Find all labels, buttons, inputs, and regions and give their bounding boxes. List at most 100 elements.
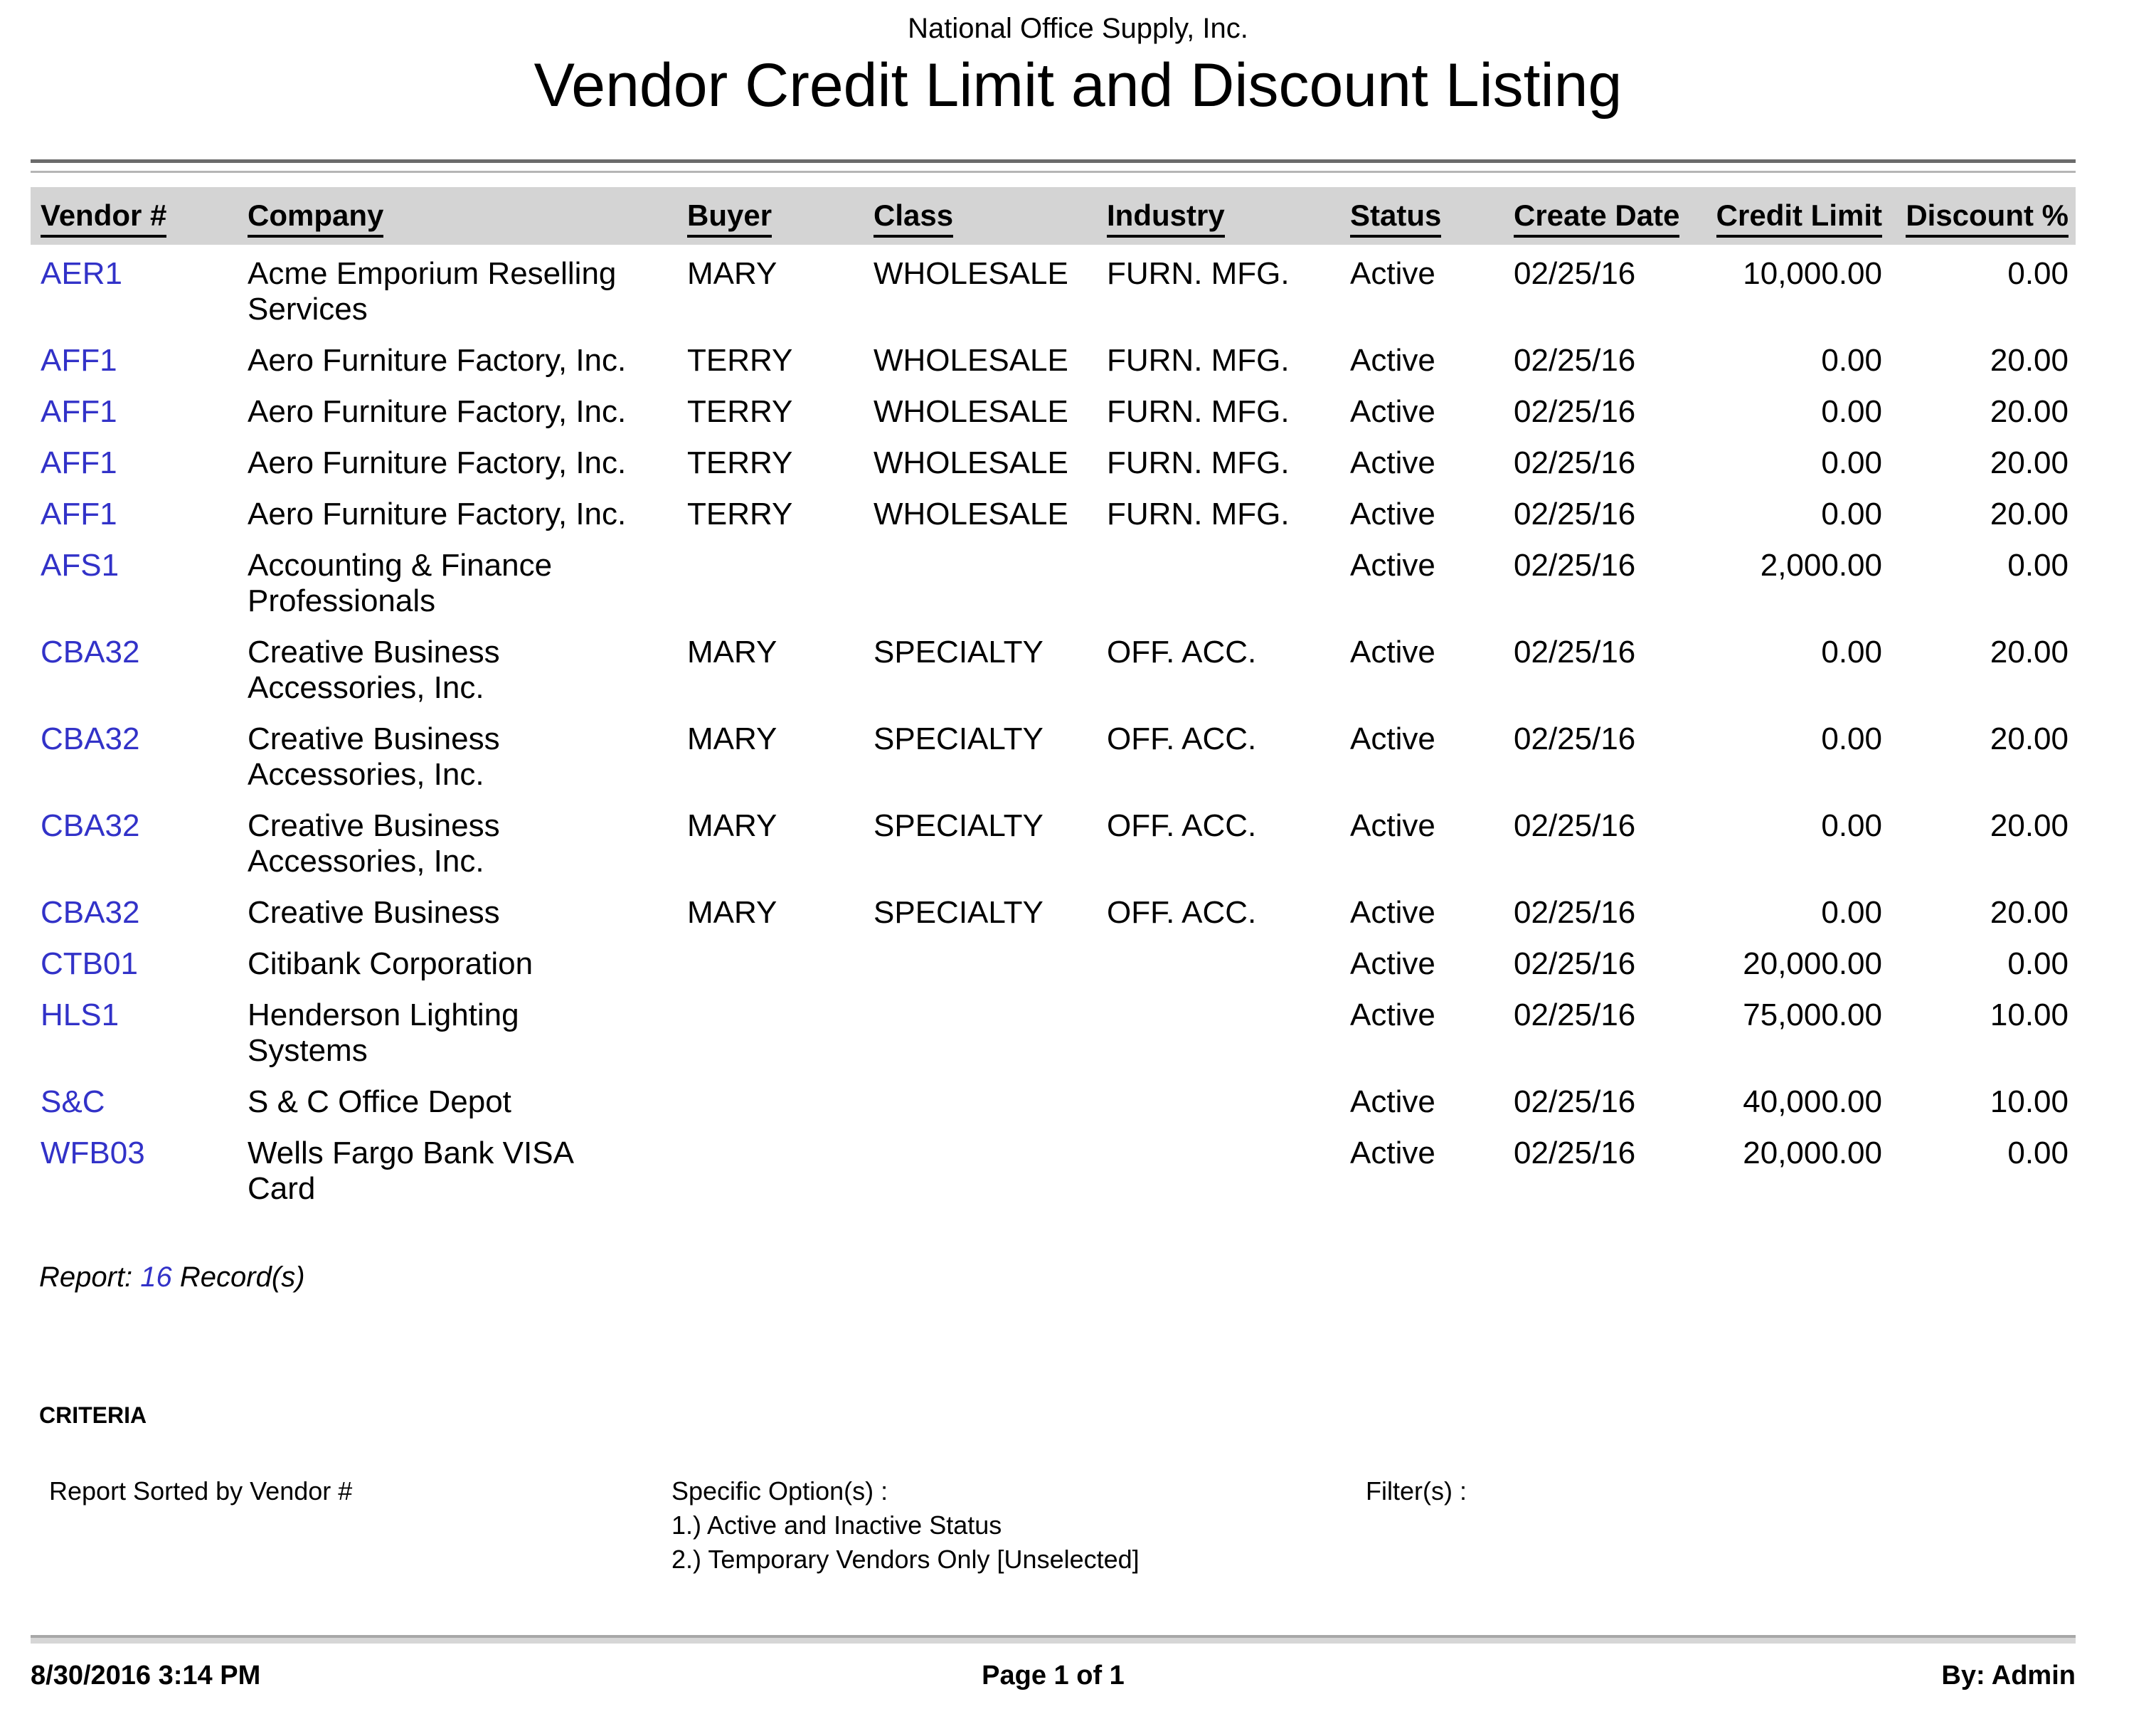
footer-author: By: Admin [1941,1661,2076,1691]
cell-status: Active [1350,721,1435,756]
cell-class: WHOLESALE [873,445,1068,480]
cell-vendor[interactable]: CBA32 [41,895,140,930]
table-row: CTB01 Citibank Corporation Active 02/25/16 2… [31,935,2076,986]
cell-vendor[interactable]: AFF1 [41,497,117,531]
cell-industry: FURN. MFG. [1107,497,1290,531]
table-row: HLS1 Henderson Lighting Systems Active 02/2… [31,986,2076,1073]
column-header-industry: Industry [1101,187,1336,245]
cell-company: Wells Fargo Bank VISA Card [248,1136,574,1206]
cell-industry [1101,935,1336,986]
cell-company: Creative Business [248,895,500,930]
criteria-section: Report Sorted by Vendor # Specific Optio… [0,1474,2156,1595]
cell-vendor[interactable]: CBA32 [41,635,140,670]
cell-industry: FURN. MFG. [1107,256,1290,291]
cell-status: Active [1350,895,1435,930]
cell-create-date: 02/25/16 [1514,394,1636,429]
page-title: Vendor Credit Limit and Discount Listing [533,51,1623,120]
cell-vendor[interactable]: AFF1 [41,343,117,378]
page-footer: 8/30/2016 3:14 PM Page 1 of 1 By: Admin [31,1635,2076,1692]
cell-class [866,1124,1101,1211]
title-rule-light [31,171,2076,173]
cell-status: Active [1350,1084,1435,1119]
cell-industry: OFF. ACC. [1107,635,1257,670]
cell-vendor[interactable]: HLS1 [41,998,120,1032]
cell-vendor[interactable]: WFB03 [41,1136,145,1170]
cell-create-date: 02/25/16 [1514,256,1636,291]
column-header-class: Class [866,187,1101,245]
cell-vendor[interactable]: CBA32 [41,721,140,756]
cell-vendor[interactable]: AFF1 [41,394,117,429]
cell-buyer: MARY [687,256,777,291]
cell-discount: 0.00 [2007,946,2069,981]
cell-company: Aero Furniture Factory, Inc. [248,343,627,378]
cell-status: Active [1350,635,1435,670]
cell-buyer: MARY [687,635,777,670]
cell-discount: 20.00 [1990,343,2069,378]
cell-industry: OFF. ACC. [1107,808,1257,843]
criteria-sorted-by: Report Sorted by Vendor # [49,1476,353,1506]
cell-create-date: 02/25/16 [1514,635,1636,670]
cell-create-date: 02/25/16 [1514,1084,1636,1119]
cell-status: Active [1350,998,1435,1032]
cell-discount: 20.00 [1990,445,2069,480]
title-rule-dark [31,159,2076,163]
column-header-credit-limit: Credit Limit [1681,187,1891,245]
cell-vendor[interactable]: AER1 [41,256,122,291]
table-row: CBA32 Creative Business MARY SPECIALTY OFF. … [31,884,2076,935]
cell-create-date: 02/25/16 [1514,343,1636,378]
cell-discount: 20.00 [1990,394,2069,429]
record-count-value[interactable]: 16 [140,1261,172,1293]
cell-company: Creative Business Accessories, Inc. [248,721,500,792]
cell-credit-limit: 10,000.00 [1743,256,1882,291]
cell-buyer: TERRY [687,497,793,531]
footer-page-number: Page 1 of 1 [982,1661,1125,1691]
cell-discount: 10.00 [1990,1084,2069,1119]
cell-buyer: MARY [687,808,777,843]
cell-vendor[interactable]: AFF1 [41,445,117,480]
cell-status: Active [1350,256,1435,291]
cell-create-date: 02/25/16 [1514,445,1636,480]
cell-create-date: 02/25/16 [1514,1136,1636,1170]
cell-discount: 20.00 [1990,635,2069,670]
criteria-filters-label: Filter(s) : [1366,1476,1467,1506]
cell-industry [1101,1124,1336,1211]
cell-credit-limit: 0.00 [1821,635,1882,670]
cell-create-date: 02/25/16 [1514,998,1636,1032]
cell-company: Aero Furniture Factory, Inc. [248,394,627,429]
criteria-heading: CRITERIA [39,1402,147,1428]
cell-credit-limit: 0.00 [1821,445,1882,480]
cell-industry: FURN. MFG. [1107,394,1290,429]
cell-buyer [681,1124,866,1211]
table-row: AER1 Acme Emporium Reselling Services MARY… [31,245,2076,332]
cell-discount: 20.00 [1990,721,2069,756]
cell-create-date: 02/25/16 [1514,895,1636,930]
cell-buyer: TERRY [687,343,793,378]
cell-vendor[interactable]: S&C [41,1084,105,1119]
cell-vendor[interactable]: AFS1 [41,548,120,583]
cell-class: WHOLESALE [873,497,1068,531]
column-header-buyer: Buyer [681,187,866,245]
cell-vendor[interactable]: CBA32 [41,808,140,843]
cell-discount: 20.00 [1990,895,2069,930]
cell-class [866,536,1101,623]
cell-industry [1101,986,1336,1073]
cell-buyer: TERRY [687,445,793,480]
cell-industry: FURN. MFG. [1107,445,1290,480]
column-header-vendor: Vendor # [31,187,242,245]
cell-status: Active [1350,1136,1435,1170]
cell-class: SPECIALTY [873,895,1044,930]
table-row: CBA32 Creative Business Accessories, Inc.… [31,710,2076,797]
criteria-specific-options: Specific Option(s) : 1.) Active and Inac… [671,1474,1140,1577]
record-count-line: Report: 16 Record(s) [39,1259,2156,1295]
cell-status: Active [1350,808,1435,843]
cell-status: Active [1350,946,1435,981]
cell-company: Accounting & Finance Professionals [248,548,553,618]
vendor-table-body: AER1 Acme Emporium Reselling Services MARY… [31,245,2076,1211]
cell-class: WHOLESALE [873,256,1068,291]
specific-option-1: 1.) Active and Inactive Status [671,1510,1002,1540]
cell-company: Citibank Corporation [248,946,533,981]
cell-class: SPECIALTY [873,635,1044,670]
cell-vendor[interactable]: CTB01 [41,946,138,981]
cell-credit-limit: 0.00 [1821,895,1882,930]
